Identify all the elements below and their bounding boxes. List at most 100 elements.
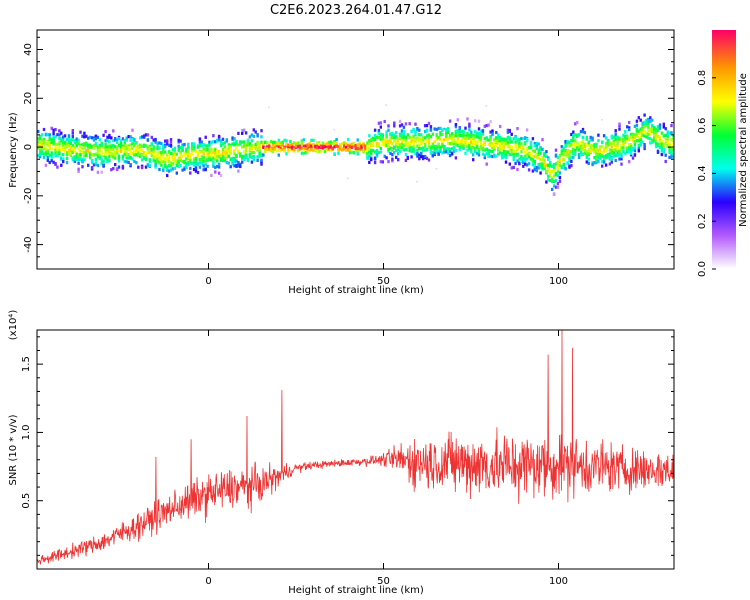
spectrogram-cell: [591, 136, 594, 140]
spectrogram-cell: [422, 155, 425, 159]
spectrogram-cell: [98, 146, 101, 150]
spectrogram-cell: [379, 133, 382, 137]
spectrogram-cell: [402, 132, 406, 136]
spectrogram-cell: [558, 154, 562, 158]
spectrogram-cell: [154, 140, 157, 144]
spectrogram-cell: [389, 136, 392, 140]
spectrogram-cell: [645, 118, 648, 122]
spectrogram-cell: [552, 179, 556, 183]
spectrogram-cell: [125, 136, 128, 140]
spectrogram-cell: [110, 154, 113, 158]
spectrogram-cell: [662, 125, 665, 129]
spectrogram-cell: [273, 143, 277, 147]
spectrogram-y-tick-label: 40: [23, 43, 34, 56]
spectrogram-cell: [79, 157, 82, 161]
spectrogram-cell: [50, 159, 53, 163]
spectrogram-cell: [216, 151, 219, 155]
spectrogram-cell: [643, 125, 646, 129]
spectrogram-cell: [373, 137, 377, 142]
spectrogram-cell: [94, 152, 98, 156]
spectrogram-cell: [368, 146, 371, 150]
spectrogram-cell: [81, 165, 84, 169]
spectrogram-cell: [485, 124, 488, 128]
spectrogram-cell: [229, 145, 232, 149]
spectrogram-cell: [583, 144, 587, 148]
spectrogram-cell: [312, 143, 315, 147]
spectrogram-cell: [508, 153, 511, 157]
spectrogram-cell: [454, 140, 458, 144]
colorbar-tick-label: 0.8: [697, 70, 708, 86]
spectrogram-cell: [383, 119, 386, 124]
spectrogram-cell: [154, 155, 157, 159]
spectrogram-cell: [75, 140, 78, 144]
spectrogram-cell: [602, 149, 606, 153]
spectrogram-cell: [379, 146, 382, 150]
spectrogram-cell: [556, 182, 560, 186]
spectrogram-cell: [104, 148, 107, 152]
spectrogram-cell: [214, 151, 217, 155]
spectrogram-cell: [62, 138, 65, 142]
spectrogram-cell: [412, 144, 415, 148]
spectrogram-cell: [670, 155, 673, 159]
spectrogram-cell: [212, 156, 215, 160]
spectrogram-cell: [456, 139, 459, 144]
spectrogram-cell: [452, 149, 456, 153]
spectrogram-cell: [487, 123, 490, 127]
spectrogram-cell: [508, 128, 511, 133]
spectrogram-cell: [110, 148, 113, 152]
spectrogram-cell: [321, 141, 325, 145]
spectrogram-cell: [71, 156, 74, 160]
spectrogram-cell: [241, 145, 244, 149]
spectrogram-cell: [373, 157, 377, 161]
spectrogram-cell: [175, 171, 178, 175]
spectrogram-cell: [597, 133, 600, 137]
spectrogram-cell: [551, 180, 554, 184]
spectrogram-cell: [604, 142, 608, 146]
spectrogram-cell: [221, 142, 225, 146]
spectrogram-cell: [146, 147, 150, 151]
spectrogram-cell: [239, 162, 242, 166]
spectrogram-cell: [271, 143, 275, 147]
spectrogram-cell: [185, 165, 188, 169]
spectrogram-cell: [316, 141, 319, 145]
spectrogram-cell: [250, 155, 254, 159]
spectrogram-cell: [83, 150, 86, 154]
spectrogram-cell: [402, 143, 406, 147]
spectrogram-cell: [468, 147, 471, 151]
spectrogram-cell: [562, 148, 565, 152]
spectrogram-cell: [462, 141, 465, 145]
spectrogram-cell: [618, 157, 621, 161]
spectrogram-cell: [135, 141, 138, 145]
spectrogram-cell: [77, 142, 80, 146]
spectrogram-cell: [499, 136, 502, 140]
spectrogram-cell: [135, 151, 138, 155]
spectrogram-cell: [483, 124, 486, 128]
spectrogram-cell: [48, 143, 51, 148]
spectrogram-cell: [414, 132, 417, 137]
spectrogram-cell: [279, 144, 282, 148]
figure-title: C2E6.2023.264.01.47.G12: [270, 3, 442, 18]
spectrogram-cell: [450, 139, 454, 143]
spectrogram-cell: [643, 120, 646, 124]
spectrogram-cell: [610, 141, 613, 145]
spectrogram-cell: [354, 144, 357, 148]
spectrogram-cell: [524, 162, 527, 166]
spectrogram-cell: [539, 162, 542, 166]
spectrogram-cell: [491, 149, 494, 153]
snr-frame: [36, 329, 675, 570]
spectrogram-cell: [302, 144, 305, 148]
spectrogram-cell: [250, 151, 254, 155]
spectrogram-cell: [67, 144, 71, 148]
spectrogram-cell: [398, 145, 402, 150]
spectrogram-cell: [508, 138, 511, 142]
spectrogram-cell: [345, 148, 348, 152]
spectrogram-cell: [73, 149, 76, 153]
spectrogram-cell: [148, 146, 151, 151]
spectrogram-cell: [293, 146, 296, 150]
spectrogram-cell: [219, 139, 223, 143]
spectrogram-cell: [516, 167, 519, 172]
spectrogram-cell: [441, 139, 444, 143]
spectrogram-cell: [273, 140, 277, 144]
spectrogram-cell: [139, 146, 142, 150]
spectrogram-cell: [631, 132, 635, 136]
